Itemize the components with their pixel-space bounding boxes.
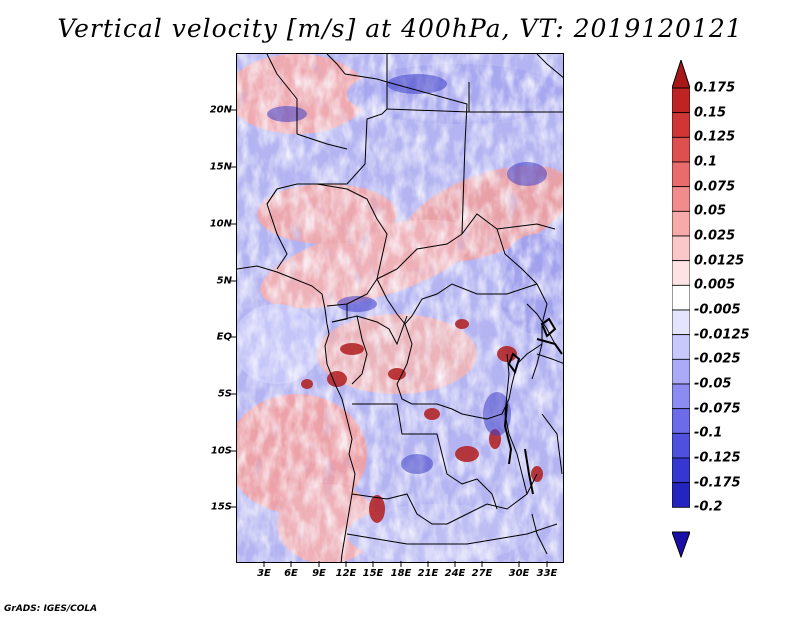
colorbar-cell (672, 482, 690, 508)
colorbar-top-arrow (672, 60, 690, 89)
colorbar-cell (672, 87, 690, 114)
colorbar-cell (672, 432, 690, 459)
lon-label-21e: 21E (417, 568, 439, 579)
colorbar-level-label: 0.125 (694, 129, 736, 145)
lon-label-30e: 30E (508, 568, 530, 579)
lon-label-6e: 6E (284, 568, 298, 579)
colorbar-cell (672, 309, 690, 336)
colorbar-level-label: -0.175 (694, 475, 741, 491)
lon-label-24e: 24E (444, 568, 466, 579)
colorbar-level-label: 0.005 (694, 277, 736, 293)
lon-label-27e: 27E (471, 568, 493, 579)
lat-label-5s: 5S (217, 388, 232, 400)
lat-tick-marks (231, 109, 237, 508)
colorbar-level-label: 0.025 (694, 228, 736, 244)
colorbar-level-label: 0.15 (694, 105, 727, 121)
colorbar-level-label: -0.0125 (694, 327, 750, 343)
lat-label-eq: EQ (216, 331, 232, 343)
colorbar-level-label: 0.075 (694, 179, 736, 195)
colorbar-cell (672, 284, 690, 311)
grads-credit: GrADS: IGES/COLA (4, 604, 98, 614)
lon-label-3e: 3E (257, 568, 271, 579)
country-borders (237, 54, 563, 562)
lake-outlines (503, 317, 563, 495)
colorbar-level-label: -0.125 (694, 450, 741, 466)
lon-label-9e: 9E (312, 568, 326, 579)
colorbar-cell (672, 161, 690, 188)
colorbar-cell (672, 383, 690, 410)
colorbar-cell (672, 210, 690, 237)
strong-sinking-cells (267, 74, 547, 474)
page-title: Vertical velocity [m/s] at 400hPa, VT: 2… (57, 14, 743, 43)
colorbar-cell (672, 408, 690, 434)
colorbar-cell (672, 260, 690, 286)
colorbar-level-label: -0.05 (694, 376, 732, 392)
colorbar (672, 60, 690, 558)
colorbar-cell (672, 186, 690, 212)
colorbar-cell (672, 136, 690, 163)
colorbar-level-label: -0.025 (694, 351, 741, 367)
colorbar-level-label: -0.1 (694, 425, 723, 441)
colorbar-cells (672, 87, 690, 508)
colorbar-level-label: 0.0125 (694, 253, 745, 269)
colorbar-cell (672, 334, 690, 360)
lat-label-5n: 5N (216, 275, 232, 287)
lon-label-18e: 18E (390, 568, 412, 579)
lon-label-15e: 15E (362, 568, 384, 579)
colorbar-cell (672, 358, 690, 385)
map-panel (236, 53, 564, 563)
colorbar-level-label: 0.1 (694, 154, 718, 170)
colorbar-bottom-arrow (672, 531, 690, 558)
lat-label-15s: 15S (210, 501, 232, 513)
colorbar-cell (672, 112, 690, 138)
colorbar-level-label: -0.005 (694, 302, 741, 318)
lat-label-20n: 20N (209, 104, 232, 116)
colorbar-level-label: -0.075 (694, 401, 741, 417)
colorbar-cell (672, 457, 690, 484)
lat-label-10n: 10N (209, 218, 232, 230)
colorbar-level-label: 0.175 (694, 80, 736, 96)
lon-label-12e: 12E (335, 568, 357, 579)
colorbar-cell (672, 235, 690, 262)
lat-label-10s: 10S (210, 445, 232, 457)
lon-tick-marks (263, 561, 548, 567)
colorbar-level-label: 0.05 (694, 203, 727, 219)
colorbar-level-label: -0.2 (694, 499, 723, 515)
lat-label-15n: 15N (209, 161, 232, 173)
lon-label-33e: 33E (536, 568, 558, 579)
